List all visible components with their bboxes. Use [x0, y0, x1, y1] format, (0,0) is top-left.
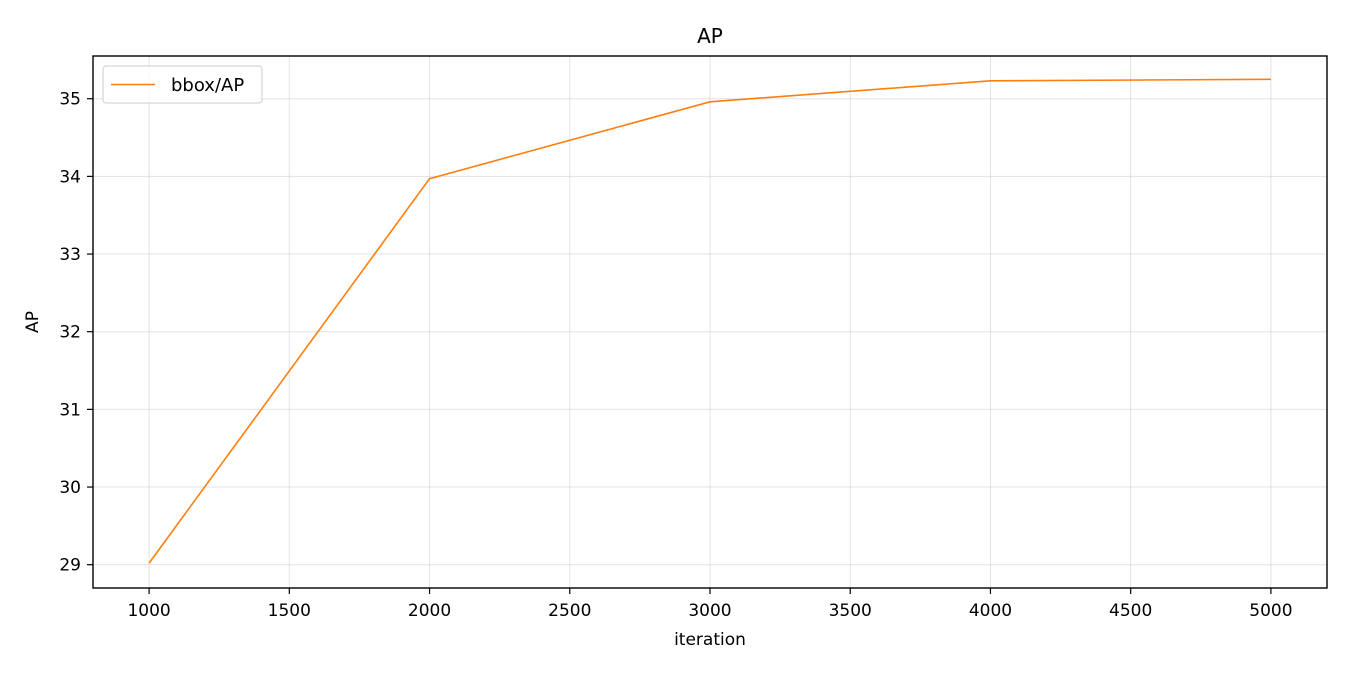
x-tick-label: 4500	[1109, 601, 1152, 621]
y-tick-label: 32	[59, 323, 81, 343]
y-axis-ticks: 29 30 31 32 33 34 35	[59, 90, 93, 576]
x-tick-label: 4000	[969, 601, 1012, 621]
chart-title: AP	[697, 24, 723, 48]
y-tick-label: 30	[59, 478, 81, 498]
x-tick-label: 1500	[268, 601, 311, 621]
y-tick-label: 35	[59, 90, 81, 110]
legend-label-bbox-ap: bbox/AP	[171, 75, 244, 96]
y-tick-label: 34	[59, 167, 81, 187]
legend: bbox/AP	[102, 65, 263, 104]
x-tick-label: 2500	[548, 601, 591, 621]
x-axis-ticks: 1000 1500 2000 2500 3000 3500 4000 4500 5000	[127, 588, 1293, 621]
legend-box	[102, 65, 263, 104]
y-tick-label: 31	[59, 400, 81, 420]
y-tick-label: 29	[59, 556, 81, 576]
x-axis-label: iteration	[674, 630, 746, 650]
x-tick-label: 3500	[829, 601, 872, 621]
x-tick-label: 5000	[1249, 601, 1292, 621]
x-tick-label: 1000	[127, 601, 170, 621]
x-tick-label: 2000	[408, 601, 451, 621]
y-axis-label: AP	[23, 311, 43, 333]
x-tick-label: 3000	[688, 601, 731, 621]
series-layer	[148, 78, 1271, 564]
grid-lines	[93, 56, 1327, 588]
y-tick-label: 33	[59, 245, 81, 265]
series-line-bbox-ap	[148, 78, 1271, 564]
